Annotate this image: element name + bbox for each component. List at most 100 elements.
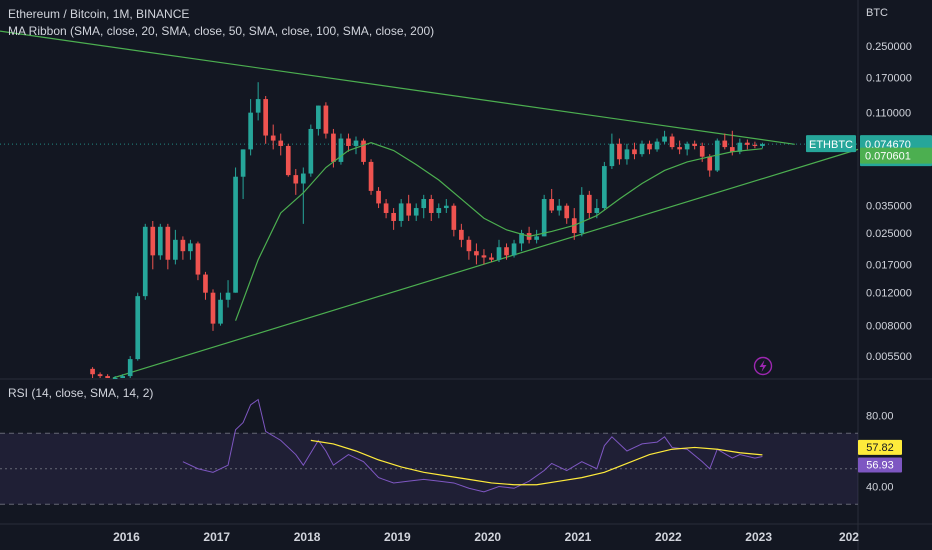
candle-body	[127, 359, 133, 377]
candle-body	[474, 251, 479, 256]
candle-body	[97, 374, 103, 377]
candle	[225, 280, 231, 308]
flash-icon-ring	[753, 356, 773, 376]
candle-body	[278, 140, 284, 146]
candle-body	[556, 205, 562, 211]
candle-body	[90, 368, 95, 375]
candle-body	[293, 175, 299, 184]
candle	[391, 208, 396, 230]
candle	[248, 99, 253, 156]
candle-body	[745, 142, 750, 145]
candle-body	[316, 105, 321, 129]
candle	[549, 188, 555, 213]
candle	[173, 229, 178, 265]
trendline-lower	[112, 148, 859, 379]
price-tick-label: 0.025000	[866, 228, 912, 240]
candle-body	[180, 239, 186, 252]
candle	[180, 236, 186, 260]
flash-icon[interactable]	[753, 356, 773, 376]
candle	[564, 203, 570, 224]
symbol-badge-bg	[806, 135, 856, 153]
candle-body	[459, 229, 464, 240]
candle-body	[579, 194, 585, 234]
rsi-axis[interactable]: 80.00 40.00	[866, 411, 894, 494]
candle	[165, 223, 171, 270]
candle-body	[489, 257, 494, 260]
candle-body	[105, 376, 110, 378]
currency-unit-label: BTC	[866, 7, 888, 19]
candle-body	[142, 226, 148, 297]
candle-body	[654, 141, 660, 150]
candle	[135, 292, 141, 361]
candle-body	[699, 145, 705, 157]
candle-body	[383, 203, 389, 213]
candle	[692, 140, 698, 150]
candle	[263, 96, 269, 144]
candle	[240, 149, 246, 200]
time-tick-label: 2018	[294, 530, 321, 544]
price-axis[interactable]: 0.250000 0.170000 0.110000 0.035000 0.025000…	[866, 41, 912, 363]
candle-body	[361, 140, 366, 162]
candle	[466, 236, 472, 260]
candle	[684, 141, 690, 156]
candle	[338, 133, 344, 165]
rsi-pane	[0, 398, 858, 505]
candle	[421, 194, 427, 219]
candle-body	[534, 236, 539, 240]
candle	[722, 133, 728, 150]
candle-body	[195, 243, 201, 275]
candle-body	[504, 247, 509, 256]
candle-body	[466, 239, 472, 252]
candle	[662, 130, 667, 144]
candle-body	[248, 112, 253, 150]
candle-body	[368, 161, 374, 191]
ma-ribbon-legend[interactable]: MA Ribbon (SMA, close, 20, SMA, close, 5…	[8, 24, 435, 38]
candle-body	[421, 199, 427, 209]
rsi-tick-label: 80.00	[866, 411, 894, 423]
candle-body	[413, 208, 419, 216]
candle	[353, 136, 359, 155]
candle-body	[541, 199, 547, 237]
candle-body	[150, 226, 156, 256]
time-tick-label: 2017	[203, 530, 230, 544]
time-tick-label: 2019	[384, 530, 411, 544]
candle-body	[285, 145, 291, 176]
candle	[195, 241, 201, 281]
ma-line	[235, 142, 763, 321]
time-axis[interactable]: 2016 2017 2018 2019 2020 2021 2022 2023 202	[113, 530, 859, 544]
candle-body	[255, 99, 261, 113]
candle-body	[609, 143, 615, 167]
candle-body	[632, 149, 637, 155]
candle	[323, 102, 329, 139]
candle	[150, 220, 156, 270]
candle	[210, 289, 216, 331]
candle-body	[617, 143, 622, 160]
candle-body	[564, 205, 570, 219]
candle-body	[722, 140, 728, 148]
candle-body	[406, 203, 412, 216]
candle-body	[624, 149, 630, 160]
symbol-legend[interactable]: Ethereum / Bitcoin, 1M, BINANCE	[8, 7, 190, 21]
candle	[752, 141, 758, 149]
candle	[285, 143, 291, 177]
candle-body	[436, 208, 442, 213]
candle-body	[594, 208, 600, 213]
price-tick-label: 0.035000	[866, 201, 912, 213]
ma-value-badge-bg	[860, 147, 932, 164]
candle-body	[707, 156, 713, 171]
candle-body	[263, 99, 269, 136]
candle	[255, 82, 261, 121]
rsi-legend[interactable]: RSI (14, close, SMA, 14, 2)	[8, 386, 154, 400]
rsi-badge-bg	[858, 457, 902, 473]
candle	[489, 253, 494, 263]
candle	[142, 223, 148, 300]
candle	[112, 376, 118, 379]
candle-body	[647, 143, 652, 150]
candle	[157, 223, 163, 260]
candle-body	[496, 247, 502, 260]
candle-body	[376, 190, 381, 204]
candle	[203, 271, 208, 300]
rsi-line	[182, 398, 763, 493]
rsi-tick-label: 40.00	[866, 482, 894, 494]
